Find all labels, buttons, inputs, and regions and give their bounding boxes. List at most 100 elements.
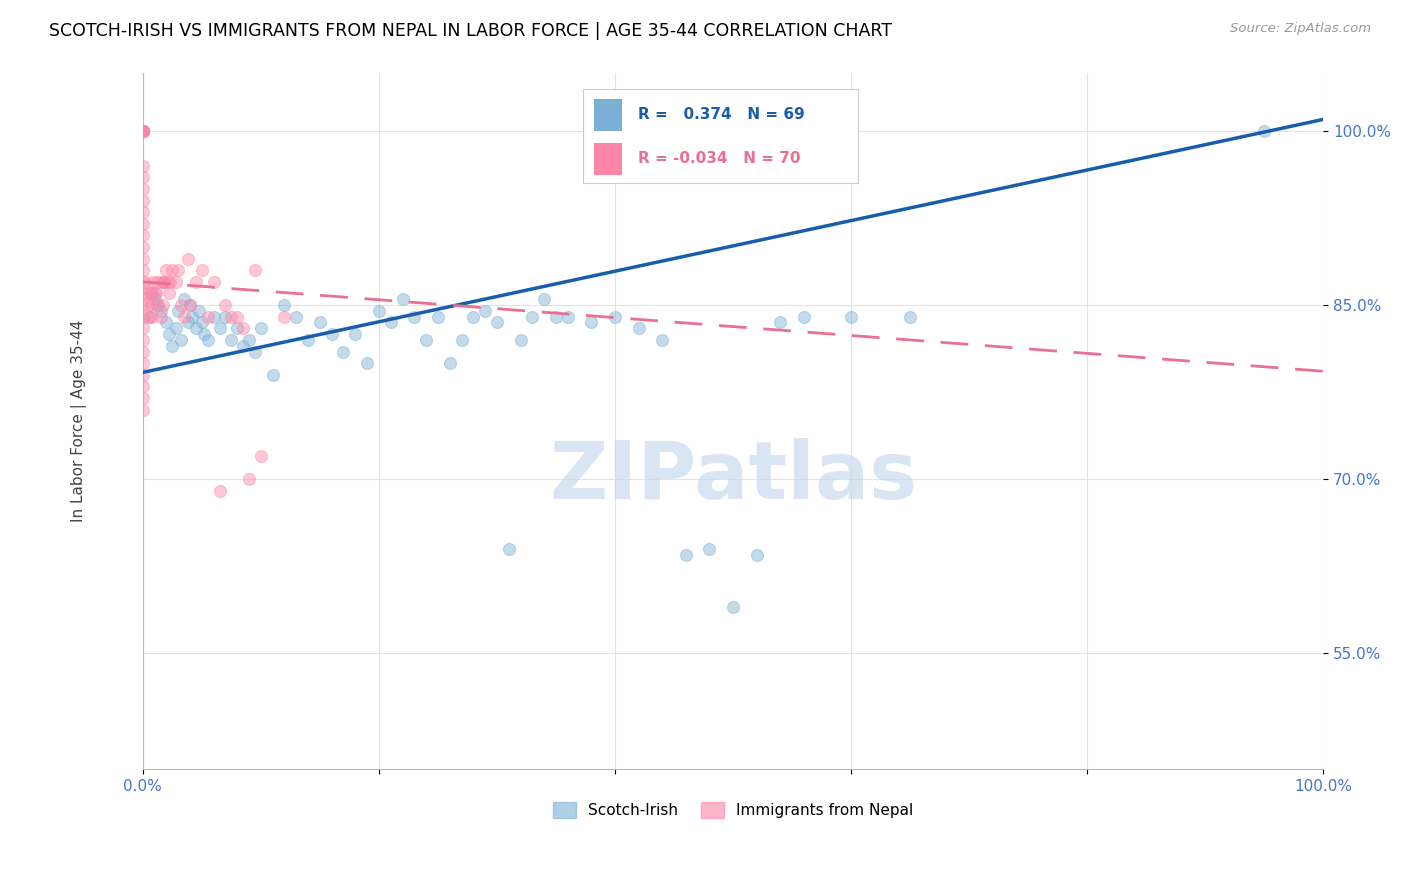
Point xyxy=(214,298,236,312)
Point xyxy=(155,316,177,330)
Point xyxy=(132,124,155,138)
Point xyxy=(155,263,177,277)
Point xyxy=(226,310,249,324)
Point xyxy=(191,316,214,330)
Point xyxy=(450,333,472,347)
Point xyxy=(498,541,520,556)
Point xyxy=(344,327,367,342)
Point xyxy=(181,310,204,324)
Point xyxy=(132,217,155,231)
Point xyxy=(132,286,155,301)
Point xyxy=(404,310,426,324)
Point xyxy=(141,310,163,324)
Point xyxy=(557,310,579,324)
Point xyxy=(356,356,378,370)
Point xyxy=(509,333,531,347)
Point xyxy=(152,298,174,312)
Point xyxy=(243,263,266,277)
Text: Source: ZipAtlas.com: Source: ZipAtlas.com xyxy=(1230,22,1371,36)
Point xyxy=(132,333,155,347)
Point xyxy=(415,333,437,347)
Point xyxy=(132,124,155,138)
Text: R =   0.374   N = 69: R = 0.374 N = 69 xyxy=(638,107,806,122)
Point xyxy=(285,310,308,324)
Point xyxy=(332,344,354,359)
Point xyxy=(321,327,343,342)
Point xyxy=(149,310,172,324)
Point xyxy=(132,263,155,277)
Point xyxy=(208,483,231,498)
Point xyxy=(169,298,191,312)
Point xyxy=(132,402,155,417)
Point xyxy=(159,275,181,289)
Point xyxy=(132,240,155,254)
Point xyxy=(273,298,295,312)
Point xyxy=(273,310,295,324)
Point xyxy=(136,298,159,312)
Point xyxy=(143,293,166,307)
Point xyxy=(485,316,508,330)
Point xyxy=(221,310,243,324)
Point xyxy=(627,321,650,335)
Point xyxy=(167,304,190,318)
Point xyxy=(193,327,215,342)
Point xyxy=(132,368,155,382)
Point xyxy=(184,321,207,335)
Point xyxy=(250,449,273,463)
Point xyxy=(165,275,187,289)
Point xyxy=(651,333,673,347)
Point xyxy=(250,321,273,335)
Point xyxy=(238,472,260,486)
Point xyxy=(197,333,219,347)
Point xyxy=(191,263,214,277)
Point xyxy=(132,310,155,324)
FancyBboxPatch shape xyxy=(595,98,621,131)
Point xyxy=(132,391,155,405)
Point xyxy=(132,379,155,393)
Point xyxy=(391,293,413,307)
Point xyxy=(544,310,567,324)
Point xyxy=(169,333,191,347)
Point xyxy=(153,275,176,289)
Point xyxy=(132,124,155,138)
Point xyxy=(165,321,187,335)
Point xyxy=(179,298,201,312)
Point xyxy=(603,310,626,324)
Point xyxy=(132,356,155,370)
Text: ZIPatlas: ZIPatlas xyxy=(548,438,917,516)
Point xyxy=(581,316,603,330)
Point xyxy=(208,321,231,335)
Text: SCOTCH-IRISH VS IMMIGRANTS FROM NEPAL IN LABOR FORCE | AGE 35-44 CORRELATION CHA: SCOTCH-IRISH VS IMMIGRANTS FROM NEPAL IN… xyxy=(49,22,893,40)
Point xyxy=(132,321,155,335)
Point xyxy=(699,541,721,556)
Point xyxy=(162,263,184,277)
Point xyxy=(380,316,402,330)
Point xyxy=(1253,124,1275,138)
Point xyxy=(157,327,180,342)
Point xyxy=(232,339,254,353)
Point xyxy=(188,304,211,318)
Point xyxy=(721,599,744,614)
Point xyxy=(426,310,449,324)
Point xyxy=(132,170,155,185)
Point xyxy=(132,205,155,219)
Point xyxy=(132,275,155,289)
Point xyxy=(367,304,389,318)
Point xyxy=(202,275,225,289)
Point xyxy=(474,304,496,318)
Point xyxy=(132,124,155,138)
Point xyxy=(769,316,792,330)
Point xyxy=(214,310,236,324)
Point xyxy=(132,194,155,208)
Point xyxy=(142,275,165,289)
Point xyxy=(463,310,485,324)
Point xyxy=(135,286,157,301)
Point xyxy=(153,275,176,289)
Point xyxy=(139,286,162,301)
Point xyxy=(156,275,179,289)
Point xyxy=(745,548,768,562)
Point xyxy=(202,310,225,324)
Y-axis label: In Labor Force | Age 35-44: In Labor Force | Age 35-44 xyxy=(72,320,87,523)
Point xyxy=(243,344,266,359)
Point xyxy=(533,293,555,307)
